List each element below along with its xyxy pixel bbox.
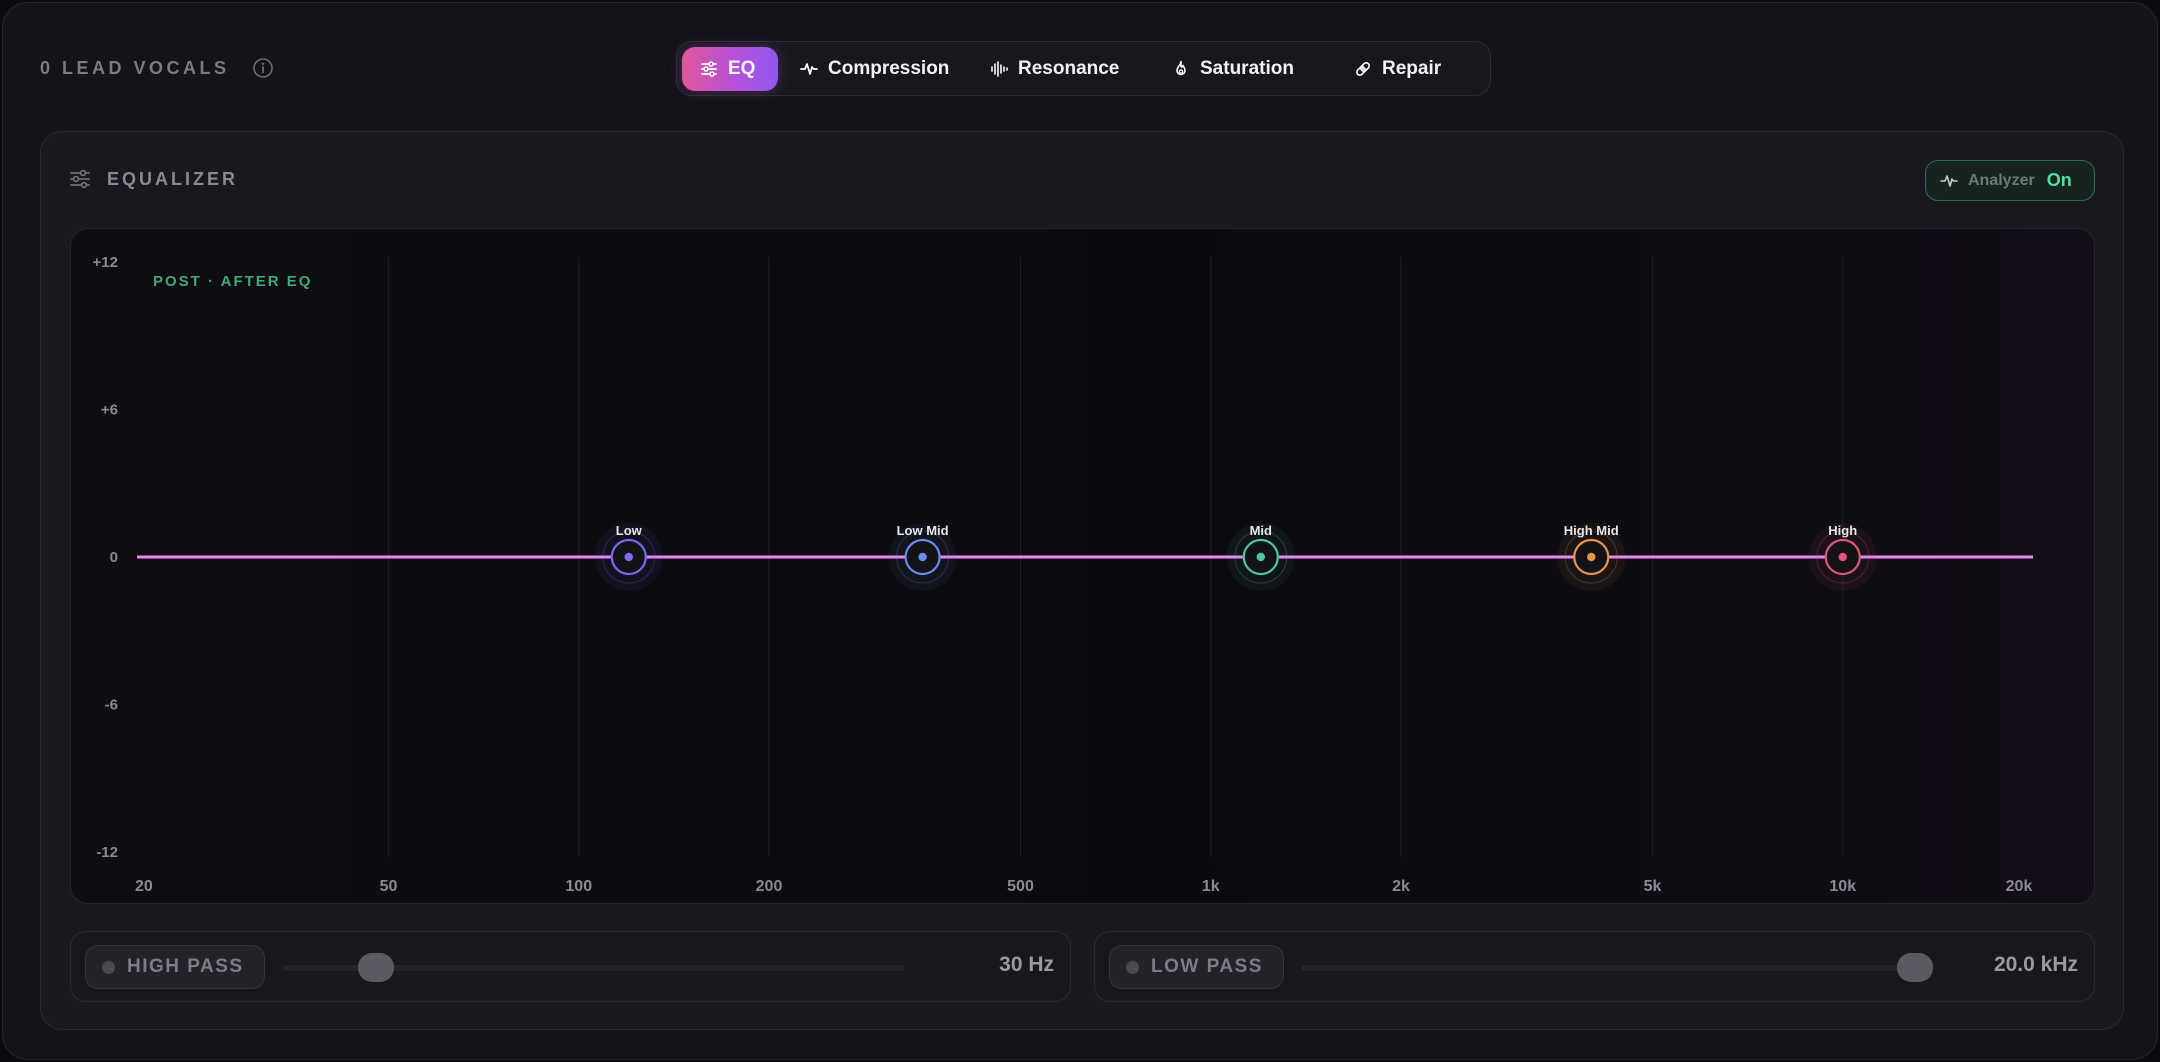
tab-eq[interactable]: EQ: [682, 46, 778, 91]
freq-tick-label: 20: [135, 878, 153, 895]
freq-tick-label: 10k: [1829, 878, 1856, 895]
eq-band-handle[interactable]: Mid: [1226, 523, 1295, 591]
eq-band-label: Low Mid: [897, 523, 949, 538]
track-name: 0 LEAD VOCALS: [40, 57, 230, 78]
eq-band-label: Mid: [1250, 523, 1272, 538]
tab-resonance-label: Resonance: [1018, 57, 1120, 79]
waveform-pulse-icon: [1940, 174, 1958, 187]
high-pass-slider-thumb[interactable]: [358, 953, 395, 982]
tab-compression[interactable]: Compression: [782, 47, 968, 91]
low-pass-toggle[interactable]: LOW PASS: [1109, 945, 1284, 989]
low-pass-value: 20.0 kHz: [1993, 953, 2078, 976]
tab-compression-label: Compression: [828, 57, 950, 79]
high-pass-label: HIGH PASS: [127, 956, 244, 977]
low-pass-slider-track[interactable]: [1301, 965, 1934, 971]
db-tick-label: +6: [101, 402, 118, 419]
low-pass-control: LOW PASS 20.0 kHz: [1094, 931, 2095, 1002]
info-icon[interactable]: [252, 57, 274, 79]
eq-band-handle[interactable]: Low: [594, 523, 663, 591]
freq-tick-label: 5k: [1644, 878, 1662, 895]
analyzer-toggle[interactable]: Analyzer On: [1925, 160, 2095, 201]
bandage-icon: [1356, 61, 1370, 76]
track-header: 0 LEAD VOCALS: [40, 55, 274, 81]
freq-tick-label: 100: [565, 878, 592, 895]
low-pass-status-dot: [1126, 960, 1139, 974]
eq-band-label: High: [1828, 523, 1857, 538]
tab-eq-label: EQ: [728, 57, 756, 79]
eq-graph[interactable]: 20 50 100 200 500 1k 2k 5k 10k 20k +12 +6 0 -6 -12 Low L…: [70, 228, 2095, 904]
module-tabs: EQ Compression Resonance Saturation: [676, 41, 1491, 96]
freq-tick-label: 1k: [1202, 878, 1220, 895]
equalizer-panel: EQUALIZER Analyzer On 20 50 100 200 500 1k 2k 5…: [40, 131, 2124, 1030]
tab-saturation[interactable]: Saturation: [1154, 47, 1332, 91]
db-tick-label: +12: [93, 254, 118, 271]
sliders-icon: [701, 60, 717, 77]
analyzer-label: Analyzer: [1968, 171, 2035, 189]
resonance-bars-icon: [991, 60, 1008, 77]
equalizer-header: EQUALIZER: [69, 168, 238, 190]
tab-repair-label: Repair: [1382, 57, 1442, 79]
db-tick-label: 0: [110, 549, 118, 566]
tab-resonance[interactable]: Resonance: [972, 47, 1150, 91]
low-pass-slider-thumb[interactable]: [1897, 953, 1933, 982]
equalizer-title: EQUALIZER: [107, 168, 239, 189]
freq-tick-label: 20k: [2006, 878, 2033, 895]
high-pass-slider-track[interactable]: [283, 965, 905, 971]
eq-band-handle[interactable]: High: [1808, 523, 1877, 591]
freq-tick-label: 50: [380, 878, 398, 895]
eq-graph-canvas: 20 50 100 200 500 1k 2k 5k 10k 20k +12 +6 0 -6 -12 Low L…: [93, 254, 2033, 895]
high-pass-value: 30 Hz: [999, 953, 1054, 976]
low-pass-label: LOW PASS: [1151, 956, 1263, 977]
db-tick-label: -12: [96, 844, 118, 861]
eq-band-label: High Mid: [1564, 523, 1619, 538]
eq-band-handle[interactable]: Low Mid: [888, 523, 957, 591]
eq-band-label: Low: [616, 523, 643, 538]
equalizer-sliders-icon: [70, 169, 90, 189]
db-tick-label: -6: [105, 697, 118, 714]
flame-icon: [1176, 60, 1186, 75]
post-after-eq-label: POST · AFTER EQ: [153, 273, 313, 290]
tab-saturation-label: Saturation: [1200, 57, 1294, 79]
high-pass-control: HIGH PASS 30 Hz: [70, 931, 1071, 1002]
freq-tick-label: 200: [756, 878, 783, 895]
high-pass-status-dot: [102, 960, 115, 974]
high-pass-toggle[interactable]: HIGH PASS: [85, 945, 265, 989]
freq-tick-label: 500: [1007, 878, 1034, 895]
freq-tick-label: 2k: [1392, 878, 1410, 895]
waveform-pulse-icon: [800, 62, 818, 75]
tab-repair[interactable]: Repair: [1336, 47, 1458, 91]
eq-band-handle[interactable]: High Mid: [1557, 523, 1626, 591]
analyzer-state: On: [2046, 170, 2072, 190]
